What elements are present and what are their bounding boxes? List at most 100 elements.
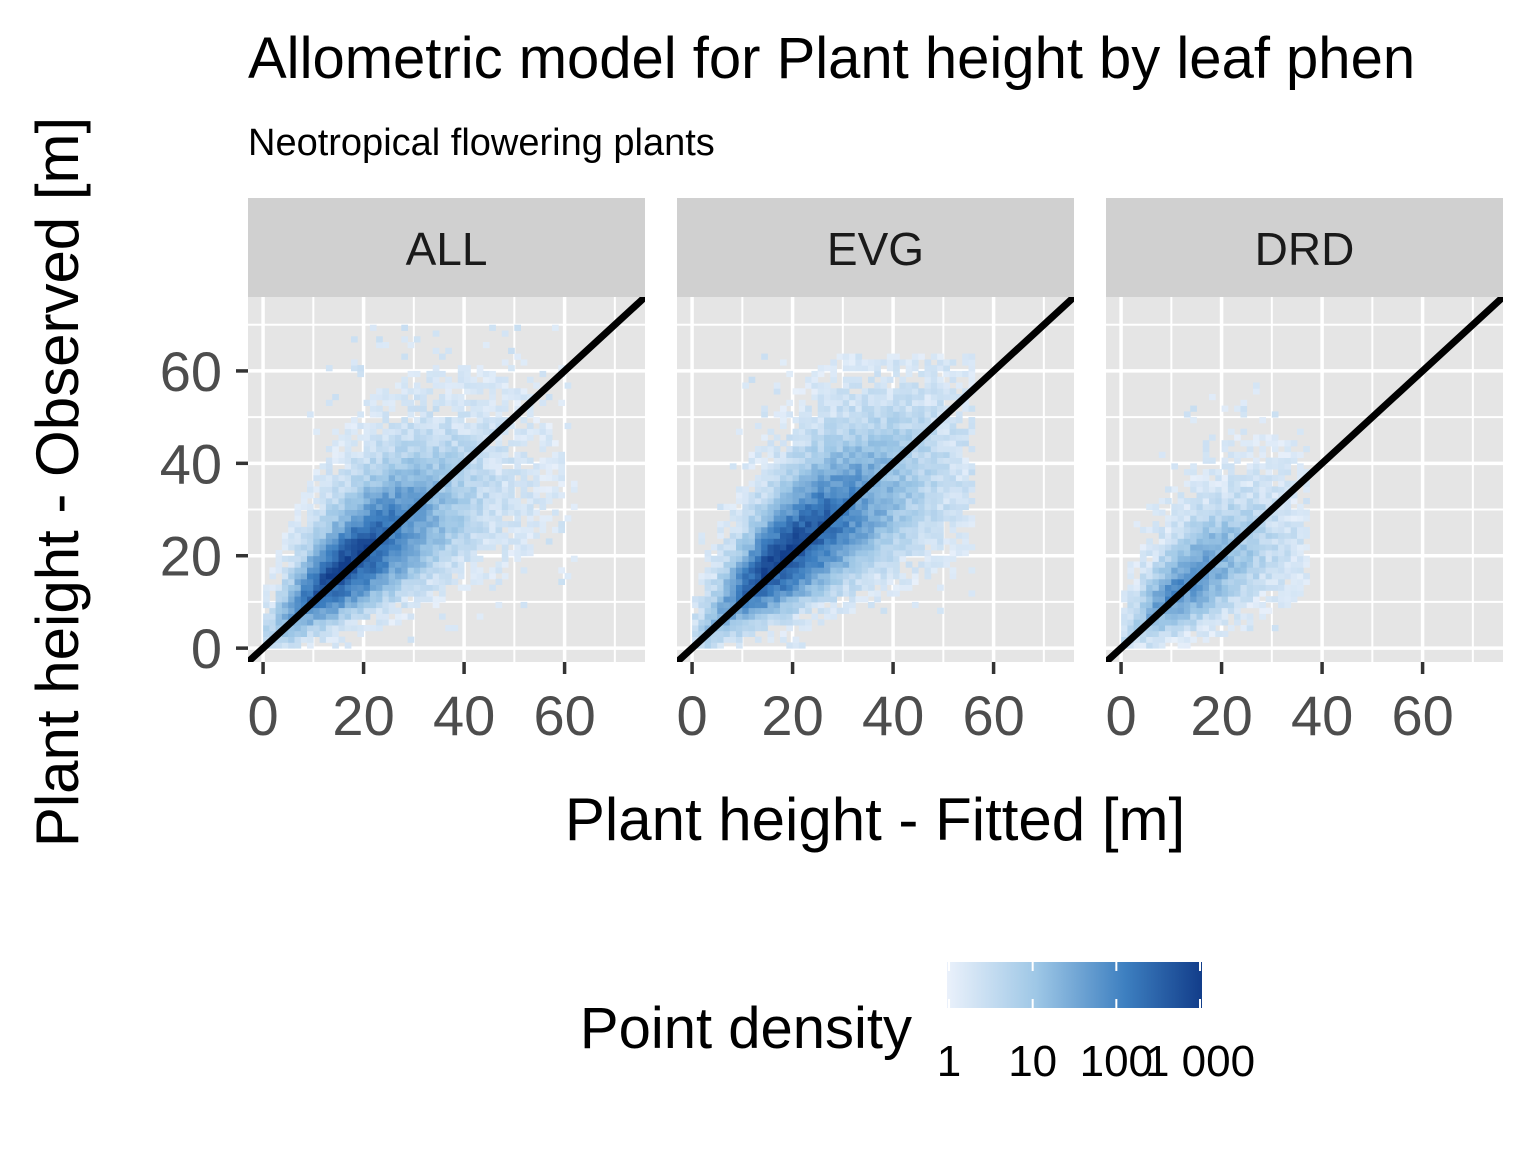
density-tile <box>1271 521 1279 528</box>
density-tile <box>842 561 850 568</box>
density-tile <box>817 584 825 591</box>
density-tile <box>792 428 800 435</box>
density-tile <box>1240 596 1248 603</box>
density-tile <box>388 578 396 585</box>
density-tile <box>830 388 837 395</box>
density-tile <box>736 544 743 551</box>
density-tile <box>1190 555 1197 562</box>
density-tile <box>754 503 762 510</box>
density-tile <box>886 578 894 585</box>
density-tile <box>1215 567 1222 574</box>
density-tile <box>786 601 793 609</box>
density-tile <box>943 451 950 458</box>
density-tile <box>1240 584 1248 591</box>
density-tile <box>1234 532 1241 539</box>
density-tile <box>780 405 787 412</box>
density-tile <box>1303 555 1310 562</box>
density-tile <box>508 526 515 534</box>
density-tile <box>893 567 900 574</box>
density-tile <box>836 388 844 395</box>
density-tile <box>508 521 515 528</box>
density-tile <box>395 526 402 534</box>
density-tile <box>937 451 944 458</box>
density-tile <box>1171 613 1178 620</box>
density-tile <box>792 619 800 626</box>
density-tile <box>363 515 371 522</box>
density-tile <box>1246 567 1254 574</box>
density-tile <box>911 382 919 389</box>
density-tile <box>457 469 465 476</box>
density-tile <box>351 550 358 557</box>
density-tile <box>911 394 919 401</box>
density-tile <box>420 440 427 447</box>
density-tile <box>868 440 875 447</box>
density-tile <box>1196 578 1204 585</box>
density-tile <box>748 521 756 528</box>
density-tile <box>817 388 825 395</box>
density-tile <box>1271 492 1279 499</box>
density-tile <box>552 486 559 493</box>
density-tile <box>288 526 295 534</box>
density-tile <box>786 492 793 499</box>
density-tile <box>501 405 509 412</box>
density-tile <box>773 486 781 493</box>
density-tile <box>805 532 812 539</box>
density-tile <box>470 474 478 482</box>
density-tile <box>351 428 358 435</box>
density-tile <box>495 480 503 487</box>
density-tile <box>817 365 825 372</box>
density-tile <box>830 567 837 574</box>
density-tile <box>704 584 712 591</box>
density-tile <box>874 555 881 562</box>
density-tile <box>395 607 402 614</box>
density-tile <box>893 359 900 366</box>
density-tile <box>868 526 875 534</box>
density-tile <box>1265 492 1273 499</box>
density-tile <box>1253 596 1260 603</box>
density-tile <box>1259 573 1266 580</box>
density-tile <box>811 469 819 476</box>
density-tile <box>754 446 762 453</box>
density-tile <box>281 544 289 551</box>
density-tile <box>401 446 408 453</box>
density-tile <box>886 480 894 487</box>
density-tile <box>357 469 364 476</box>
density-tile <box>836 353 844 360</box>
density-tile <box>893 590 900 597</box>
density-tile <box>780 613 787 620</box>
density-tile <box>489 422 496 430</box>
density-tile <box>313 601 320 609</box>
density-tile <box>849 399 856 406</box>
density-tile <box>886 440 894 447</box>
density-tile <box>830 607 837 614</box>
density-tile <box>338 538 346 545</box>
density-tile <box>698 578 706 585</box>
density-tile <box>1234 526 1241 534</box>
density-tile <box>861 561 869 568</box>
density-tile <box>792 417 800 424</box>
density-tile <box>717 503 724 510</box>
density-tile <box>401 567 408 574</box>
density-tile <box>937 532 944 539</box>
density-tile <box>426 596 434 603</box>
density-tile <box>451 567 459 574</box>
density-tile <box>1234 561 1241 568</box>
density-tile <box>1202 625 1210 632</box>
density-tile <box>817 440 825 447</box>
density-tile <box>780 532 787 539</box>
density-tile <box>1190 538 1197 545</box>
density-tile <box>1246 451 1254 458</box>
density-tile <box>313 567 320 574</box>
density-tile <box>451 538 459 545</box>
density-tile <box>413 509 421 516</box>
density-tile <box>1253 538 1260 545</box>
density-tile <box>288 630 295 637</box>
density-tile <box>1177 607 1185 614</box>
density-tile <box>723 561 731 568</box>
density-tile <box>886 532 894 539</box>
density-tile <box>344 561 352 568</box>
density-tile <box>1202 451 1210 458</box>
density-tile <box>1297 515 1304 522</box>
density-tile <box>968 498 976 505</box>
density-tile <box>401 422 408 430</box>
